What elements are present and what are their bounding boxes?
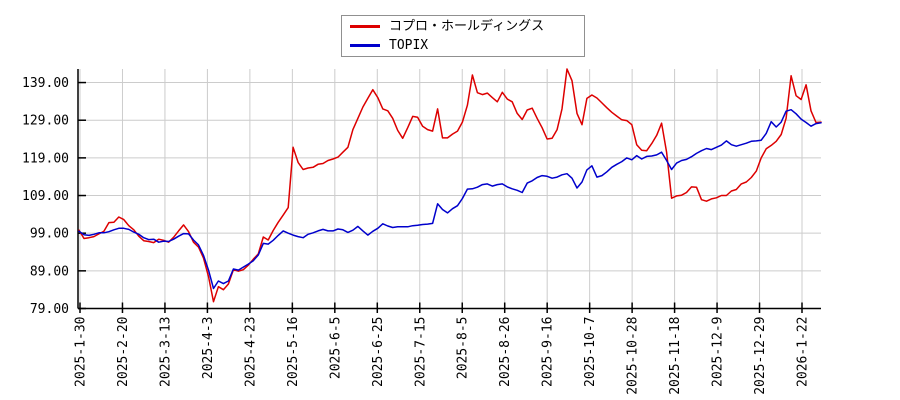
legend-line-sample-red [350, 24, 380, 28]
x-tick-label: 2025-7-15 [413, 317, 428, 387]
y-tick-label: 89.00 [30, 264, 69, 279]
x-tick-label: 2025-10-7 [583, 317, 598, 387]
legend-label-topix: TOPIX [389, 38, 429, 54]
copro-series-line [78, 68, 822, 303]
x-tick-label: 2025-8-5 [456, 317, 471, 380]
x-tick-label: 2025-6-25 [371, 317, 386, 387]
x-tick-label: 2025-4-23 [243, 317, 258, 387]
chart-legend: コプロ・ホールディングス TOPIX [341, 15, 585, 57]
x-tick-label: 2025-12-29 [753, 317, 768, 395]
topix-series-line [78, 108, 822, 290]
x-tick-label: 2025-1-30 [74, 317, 89, 387]
y-tick-label: 139.00 [22, 76, 69, 91]
y-tick-label: 109.00 [22, 189, 69, 204]
x-tick-label: 2025-8-26 [498, 317, 513, 387]
legend-item-copro: コプロ・ホールディングス [350, 18, 576, 35]
x-tick-label: 2025-6-5 [328, 317, 343, 380]
x-tick-label: 2025-4-3 [201, 317, 216, 380]
legend-label-copro: コプロ・ホールディングス [389, 18, 545, 34]
x-tick-label: 2025-11-18 [668, 317, 683, 395]
x-tick-label: 2026-1-22 [796, 317, 811, 387]
x-tick-label: 2025-9-16 [541, 317, 556, 387]
x-tick-label: 2025-3-13 [158, 317, 173, 387]
legend-item-topix: TOPIX [350, 38, 576, 55]
y-tick-label: 119.00 [22, 151, 69, 166]
legend-line-sample-blue [350, 44, 380, 48]
y-tick-label: 99.00 [30, 227, 69, 242]
x-tick-label: 2025-5-16 [286, 317, 301, 387]
y-tick-label: 79.00 [30, 302, 69, 317]
x-tick-label: 2025-12-9 [711, 317, 726, 387]
x-tick-label: 2025-10-28 [626, 317, 641, 395]
y-tick-label: 129.00 [22, 114, 69, 129]
x-tick-label: 2025-2-20 [116, 317, 131, 387]
